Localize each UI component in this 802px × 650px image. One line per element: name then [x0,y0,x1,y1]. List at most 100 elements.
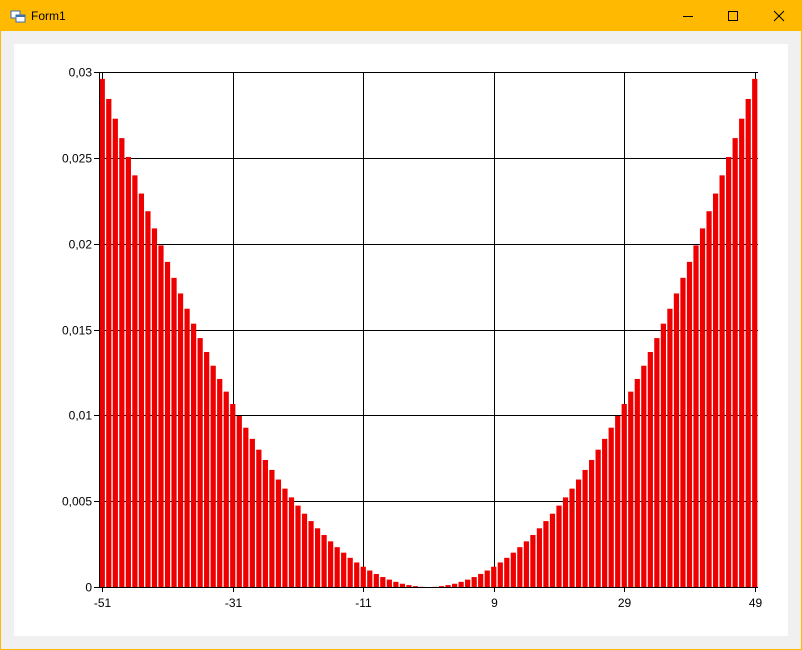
bar [706,211,712,587]
bar [204,351,210,587]
bar [673,293,680,587]
bar [393,581,399,587]
bar [184,308,190,587]
bar [484,570,490,587]
bar [223,391,229,587]
bar [530,534,536,587]
close-button[interactable] [773,10,785,22]
bar [562,497,569,587]
bar [151,228,158,587]
bar [739,118,745,588]
bar [523,541,529,587]
y-tick-label: 0,01 [69,409,93,423]
bar [217,378,223,587]
bar [145,211,151,587]
bar [504,557,510,587]
bar [608,427,614,587]
bar [197,338,203,587]
bar [654,338,660,587]
bar [745,98,751,588]
bar [699,228,706,587]
bar [112,118,118,588]
bar [386,579,392,587]
bar [164,261,171,587]
bar [295,505,301,587]
bar [575,479,582,587]
bar [399,583,406,587]
bar [301,513,308,587]
bar [412,586,419,587]
bar [138,193,145,588]
x-tick-label: 9 [491,596,498,610]
bar [634,378,640,587]
y-tick-label: 0,005 [62,495,92,509]
bar [210,365,216,587]
x-tick-label: -51 [94,596,112,610]
bar [367,570,373,587]
y-tick-label: 0,02 [69,238,93,252]
maximize-button[interactable] [728,11,738,21]
bar [177,293,184,587]
bar [602,438,608,587]
bar [125,156,131,587]
window-controls [683,10,785,22]
y-tick-label: 0,015 [62,324,92,338]
bar [99,78,105,587]
bar [243,427,249,587]
y-tick-label: 0,025 [62,152,92,166]
bar [275,479,282,587]
bar [158,245,164,587]
x-tick-label: -11 [355,596,372,610]
bar [269,469,275,587]
app-icon [10,10,26,23]
bar [438,586,445,587]
bar [119,138,125,587]
bar [249,438,255,587]
bar [621,404,627,587]
bar [373,573,379,587]
bar [314,528,321,587]
window-title: Form1 [31,9,66,23]
bar [282,488,288,587]
bar [354,562,360,587]
bar [341,552,347,587]
bar [478,573,484,587]
bar [458,581,464,587]
bar [752,78,758,587]
bar [445,585,451,587]
bar [360,566,366,587]
bar [712,193,719,588]
bar [451,583,458,587]
bar [406,585,412,587]
bar [510,552,516,587]
bar [328,541,334,587]
x-tick-label: 49 [749,596,763,610]
bar [686,261,693,587]
bar [589,459,595,587]
bar [647,351,653,587]
bar [582,469,588,587]
bar [693,245,699,587]
bar [549,513,556,587]
bar [106,98,112,588]
title-bar: Form1 [1,1,801,31]
bar [680,277,686,587]
bar [288,497,295,587]
bar [628,391,634,587]
bar [380,577,386,587]
bar [230,404,236,587]
bar [236,416,242,587]
x-tick-label: -31 [225,596,243,610]
bar [660,323,667,587]
bar [595,449,601,587]
bar [732,138,738,587]
bar [543,521,549,587]
bar [667,308,673,587]
bar [471,577,477,587]
bar [536,528,543,587]
y-tick-label: 0,03 [69,66,93,80]
bar [615,416,621,587]
bar [556,505,562,587]
bar [517,547,523,587]
